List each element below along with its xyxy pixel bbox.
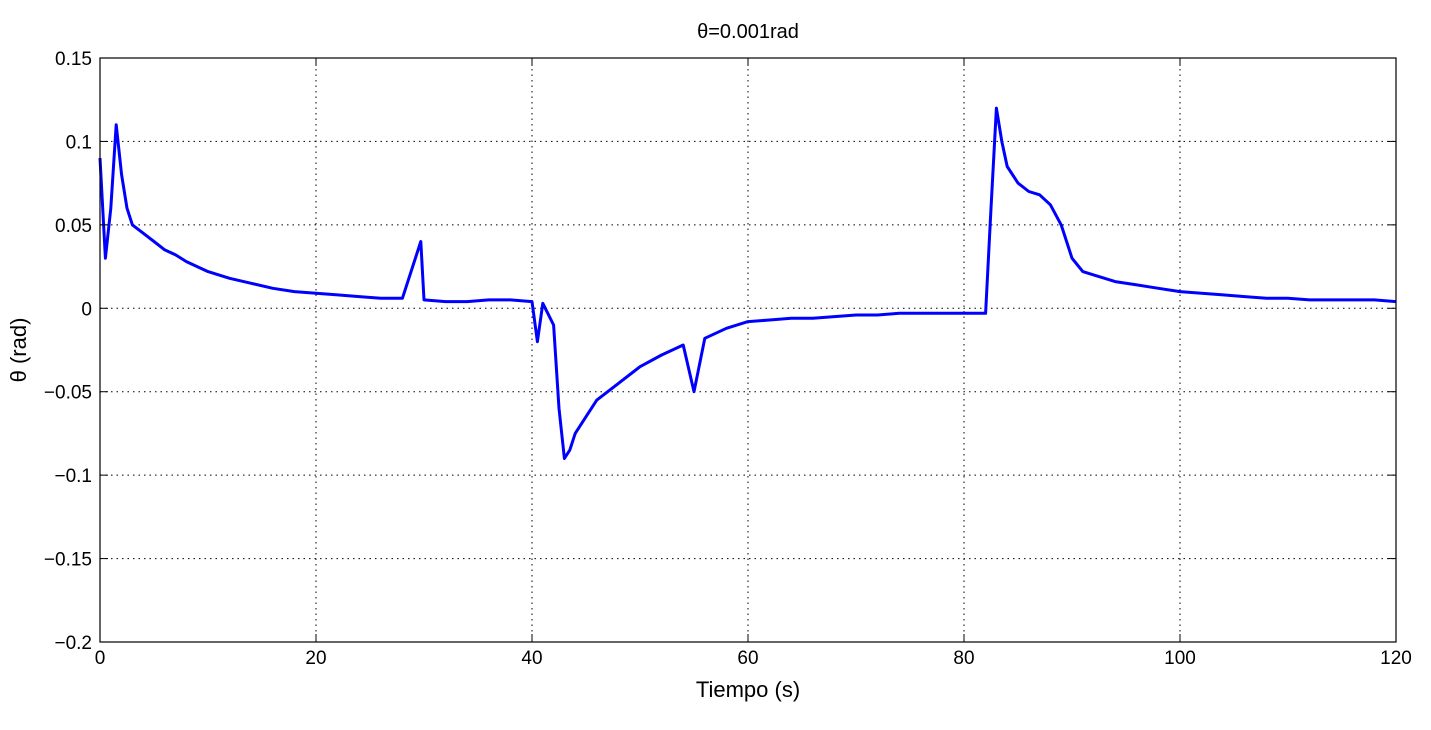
x-tick-labels: 0 20 40 60 80 100 120 <box>95 648 1412 669</box>
y-tick-label: −0.05 <box>44 383 92 404</box>
y-tick-label: −0.15 <box>44 550 92 571</box>
series-line <box>98 106 1397 460</box>
x-tick-label: 120 <box>1380 648 1412 669</box>
x-tick-label: 0 <box>95 648 106 669</box>
x-tick-label: 100 <box>1164 648 1196 669</box>
x-tick-label: 20 <box>305 648 326 669</box>
x-axis-label: Tiempo (s) <box>696 677 800 702</box>
x-tick-label: 80 <box>953 648 974 669</box>
y-tick-label: −0.2 <box>54 633 92 654</box>
y-tick-label: 0.1 <box>66 132 92 153</box>
y-tick-label: 0 <box>81 299 92 320</box>
y-axis-label: θ (rad) <box>6 318 31 383</box>
y-tick-label: 0.05 <box>55 216 92 237</box>
series-layer <box>98 106 1397 460</box>
y-tick-labels: −0.2 −0.15 −0.1 −0.05 0 0.05 0.1 0.15 <box>44 49 92 654</box>
chart-title: θ=0.001rad <box>697 21 799 43</box>
ticks <box>99 57 1397 643</box>
grid <box>100 58 1396 642</box>
y-tick-label: −0.1 <box>54 466 92 487</box>
x-tick-label: 40 <box>521 648 542 669</box>
y-tick-label: 0.15 <box>55 49 92 70</box>
x-tick-label: 60 <box>737 648 758 669</box>
